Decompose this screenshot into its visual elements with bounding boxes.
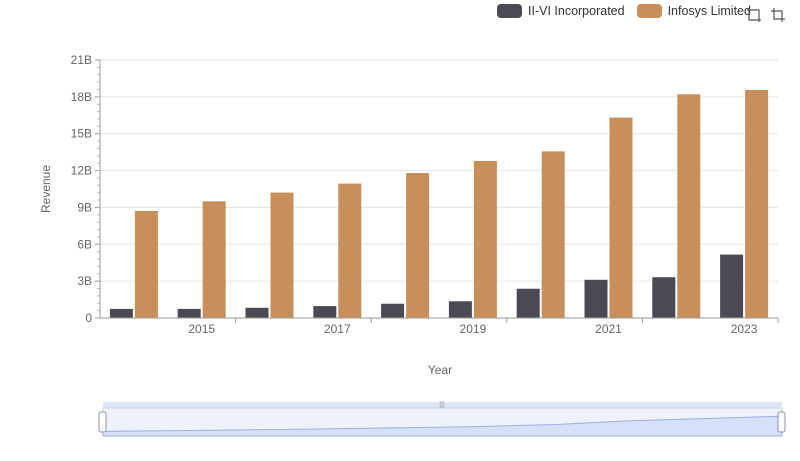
y-axis-title: Revenue	[39, 165, 53, 213]
bar-ii-vi-2016[interactable]	[245, 307, 269, 318]
slider-top-bar[interactable]	[103, 402, 782, 408]
bars	[109, 89, 769, 319]
bar-ii-vi-2020[interactable]	[516, 288, 540, 318]
slider-left-handle[interactable]	[98, 411, 107, 433]
x-axis: 2015 2017 2019 2021 2023	[100, 317, 779, 336]
y-tick-label: 12B	[71, 164, 92, 178]
legend-swatch-ii-vi	[497, 4, 522, 18]
bar-infosys-2021[interactable]	[609, 117, 633, 319]
y-tick-label: 9B	[77, 200, 92, 214]
bar-infosys-2023[interactable]	[745, 89, 769, 318]
y-tick-label: 18B	[71, 90, 92, 104]
x-tick-label: 2023	[731, 322, 758, 336]
bar-ii-vi-2017[interactable]	[313, 306, 337, 318]
legend-item-ii-vi[interactable]: II-VI Incorporated	[497, 4, 625, 18]
legend-label-infosys: Infosys Limited	[667, 4, 751, 18]
legend-item-infosys[interactable]: Infosys Limited	[636, 4, 751, 18]
bar-ii-vi-2019[interactable]	[448, 301, 472, 318]
bar-infosys-2014[interactable]	[134, 210, 158, 318]
zoom-reset-icon[interactable]	[770, 7, 786, 23]
bar-infosys-2020[interactable]	[541, 151, 565, 318]
bar-ii-vi-2023[interactable]	[720, 254, 744, 318]
bar-ii-vi-2015[interactable]	[177, 308, 201, 318]
bar-infosys-2018[interactable]	[406, 173, 430, 318]
y-tick-label: 15B	[71, 127, 92, 141]
range-slider[interactable]: |||	[98, 402, 786, 437]
bar-ii-vi-2018[interactable]	[381, 303, 405, 318]
y-tick-label: 3B	[77, 274, 92, 288]
x-axis-title: Year	[428, 363, 452, 377]
x-tick-label: 2015	[188, 322, 215, 336]
slider-right-handle[interactable]	[777, 411, 786, 433]
bar-ii-vi-2014[interactable]	[109, 308, 133, 318]
bar-infosys-2016[interactable]	[270, 192, 294, 318]
legend-label-ii-vi: II-VI Incorporated	[528, 4, 625, 18]
bar-infosys-2017[interactable]	[338, 183, 362, 318]
x-tick-label: 2019	[460, 322, 487, 336]
zoom-select-icon[interactable]	[746, 7, 762, 23]
grid-lines	[100, 59, 778, 319]
y-tick-label: 6B	[77, 237, 92, 251]
bar-infosys-2022[interactable]	[677, 94, 701, 318]
y-tick-label: 0	[85, 311, 92, 325]
slider-grip[interactable]: |||	[439, 402, 445, 409]
y-tick-label: 21B	[71, 53, 92, 67]
legend-swatch-infosys	[636, 4, 662, 18]
x-tick-label: 2017	[324, 322, 351, 336]
bar-ii-vi-2022[interactable]	[652, 277, 676, 318]
x-tick-label: 2021	[595, 322, 622, 336]
y-axis: 0 3B 6B 9B 12B 15B 18B 21B	[71, 53, 101, 325]
bar-infosys-2015[interactable]	[202, 201, 226, 318]
legend: II-VI Incorporated Infosys Limited	[497, 4, 751, 18]
bar-ii-vi-2021[interactable]	[584, 279, 608, 318]
bar-infosys-2019[interactable]	[473, 160, 497, 318]
